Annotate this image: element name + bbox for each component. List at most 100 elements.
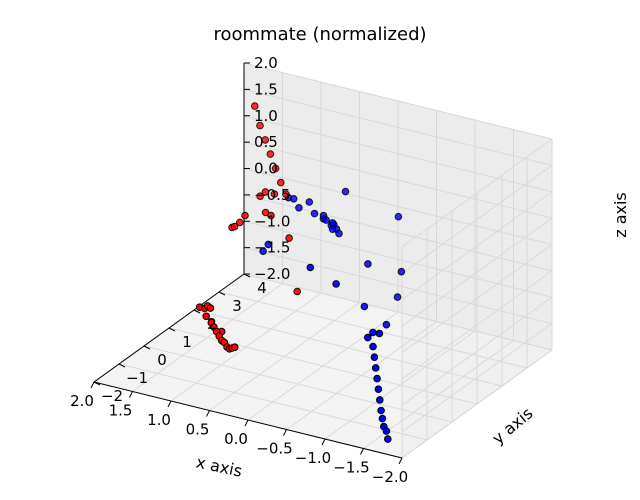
series-0-point xyxy=(373,374,381,383)
series-0-point xyxy=(364,260,372,268)
z-tick-label: 2.0 xyxy=(254,54,278,72)
series-0-point xyxy=(397,267,406,276)
tick-labels: −2.0−1.5−1.0−0.50.00.51.01.52.0 −2−101234… xyxy=(70,54,408,486)
series-0-point xyxy=(328,225,337,233)
series-0-point xyxy=(393,293,402,301)
grid-line-z xyxy=(401,191,553,301)
x-tick-label: 0.5 xyxy=(186,421,210,439)
grid-line-y xyxy=(193,309,503,387)
series-1-point xyxy=(241,211,249,220)
x-tick-mark xyxy=(321,438,326,446)
series-0-point xyxy=(371,364,380,372)
z-tick-label: 0.5 xyxy=(254,133,278,151)
z-tick-label: 0.0 xyxy=(254,160,278,178)
series-0-point xyxy=(264,240,273,249)
series-1-point xyxy=(202,312,210,321)
y-tick-label: 0 xyxy=(157,351,167,369)
grid-line-z xyxy=(243,62,553,140)
x-axis-label: x axis xyxy=(194,452,244,480)
grid-line-z xyxy=(401,296,553,406)
grid-line-z xyxy=(401,323,553,433)
x-tick-label: −1.5 xyxy=(333,459,369,477)
series-0-point xyxy=(375,329,384,338)
x-tick-mark xyxy=(206,410,210,417)
y-tick-mark xyxy=(93,381,101,386)
series-1-point xyxy=(271,164,280,173)
series-0-point xyxy=(374,385,383,394)
z-tick-label: −0.5 xyxy=(254,186,290,204)
y-tick-label: −1 xyxy=(126,369,148,387)
z-tick-label: 1.0 xyxy=(254,107,278,125)
series-0-point xyxy=(341,187,350,196)
series-0-point xyxy=(382,320,391,329)
x-tick-mark xyxy=(283,429,287,436)
y-tick-mark xyxy=(193,309,201,314)
y-tick-label: 3 xyxy=(232,297,242,315)
series-0-point xyxy=(376,396,384,404)
series-1-point xyxy=(293,287,302,296)
series-0-point xyxy=(384,435,392,443)
series-0-point xyxy=(394,212,403,221)
grid-line-z xyxy=(401,164,553,274)
series-1-point xyxy=(270,190,279,198)
z-axis-label: z axis xyxy=(611,192,630,238)
x-tick-mark xyxy=(90,381,95,389)
series-0-point xyxy=(360,302,369,311)
x-tick-mark xyxy=(398,457,403,465)
series-1-point xyxy=(251,102,259,110)
grid-line-z xyxy=(243,220,553,298)
series-1-point xyxy=(231,343,239,352)
series-0-point xyxy=(259,247,267,255)
series-1-point xyxy=(230,222,239,231)
y-tick-mark xyxy=(143,345,151,350)
x-tick-label: 1.0 xyxy=(147,411,171,429)
grid-line-z xyxy=(243,115,553,193)
series-1-point xyxy=(256,192,265,200)
grid-line-z xyxy=(401,270,553,380)
grid-line-z xyxy=(243,168,553,245)
y-tick-label: 4 xyxy=(257,279,267,297)
x-tick-mark xyxy=(244,419,249,427)
series-1-point xyxy=(206,304,215,312)
x-tick-label: −0.5 xyxy=(256,440,292,458)
series-1-point xyxy=(277,178,285,187)
series-0-point xyxy=(332,280,340,288)
x-tick-mark xyxy=(167,400,172,408)
z-tick-label: −2.0 xyxy=(254,265,290,283)
grid-line-z xyxy=(401,138,553,248)
x-tick-mark xyxy=(129,391,133,398)
x-tick-label: 2.0 xyxy=(70,392,94,410)
grid-line-z xyxy=(243,141,553,219)
series-1-point xyxy=(282,190,290,198)
series-1-point xyxy=(256,121,264,130)
series-1-point xyxy=(285,234,293,242)
y-tick-mark xyxy=(118,363,126,368)
series-0-point xyxy=(306,263,315,272)
series-0-point xyxy=(305,198,314,206)
y-axis-label: y axis xyxy=(489,404,537,449)
series-0-point xyxy=(310,209,319,218)
series-0-point xyxy=(369,328,377,337)
grid-line-z xyxy=(243,273,553,351)
series-1-point xyxy=(267,211,275,220)
series-0-point xyxy=(289,195,298,203)
series-0-point xyxy=(370,353,379,362)
grid-line-z xyxy=(401,244,553,353)
x-tick-label: 1.5 xyxy=(109,402,133,420)
y-tick-mark xyxy=(168,327,176,332)
x-tick-label: −2.0 xyxy=(372,468,408,486)
grid-line-z xyxy=(243,247,553,325)
series-0-point xyxy=(295,204,303,212)
y-tick-mark xyxy=(218,291,226,296)
series-0-point xyxy=(364,333,372,342)
series-0-point xyxy=(335,229,343,238)
grid-line-y xyxy=(143,345,453,423)
series-0-point xyxy=(377,406,385,415)
series-0-point xyxy=(322,216,330,224)
series-1-point xyxy=(261,136,270,144)
series-1-point xyxy=(261,188,270,196)
series-1-point xyxy=(266,150,275,158)
grid-line-y xyxy=(118,363,428,441)
z-tick-label: 1.5 xyxy=(254,80,278,98)
